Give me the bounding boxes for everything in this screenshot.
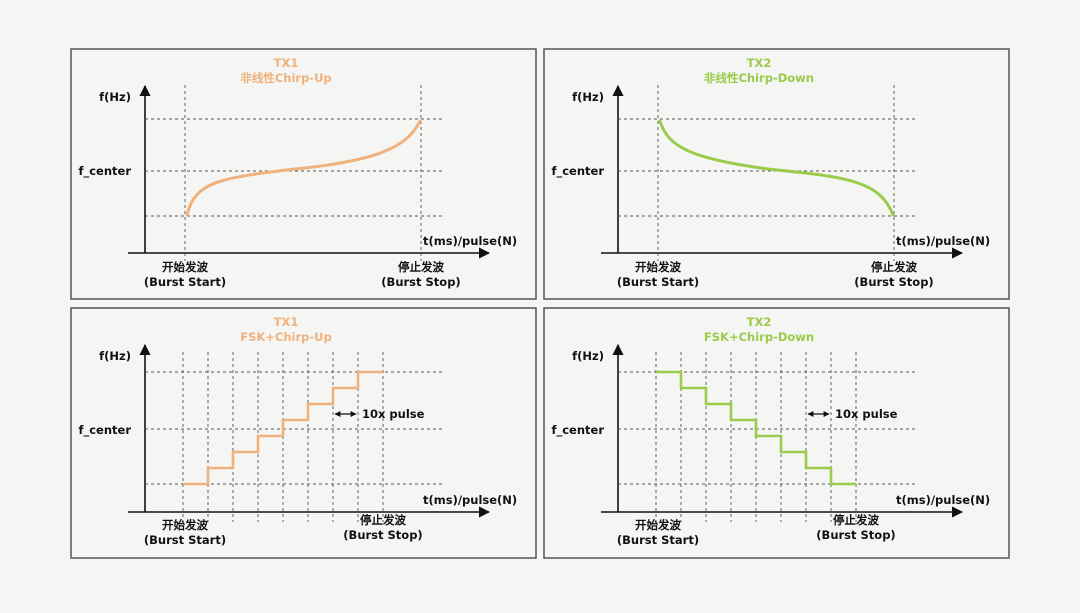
stop-sublabel: (Burst Stop) bbox=[381, 275, 460, 289]
start-sublabel: (Burst Start) bbox=[144, 533, 226, 547]
x-axis-label: t(ms)/pulse(N) bbox=[896, 493, 990, 507]
y-axis-label: f(Hz) bbox=[99, 349, 131, 363]
stop-sublabel: (Burst Stop) bbox=[816, 528, 895, 542]
start-sublabel: (Burst Start) bbox=[617, 533, 699, 547]
frequency-curve bbox=[185, 119, 422, 217]
center-label: f_center bbox=[78, 423, 131, 438]
panel-subtitle: 非线性Chirp-Up bbox=[240, 71, 331, 85]
y-axis-label: f(Hz) bbox=[572, 90, 604, 104]
panel-frame bbox=[70, 48, 537, 300]
pulse-label: 10x pulse bbox=[362, 407, 425, 421]
start-sublabel: (Burst Start) bbox=[144, 275, 226, 289]
stop-label: 停止发波 bbox=[398, 260, 444, 274]
panel-frame bbox=[543, 48, 1010, 300]
panel-title: TX2 bbox=[747, 315, 772, 329]
panel-subtitle: FSK+Chirp-Up bbox=[240, 330, 332, 344]
start-label: 开始发波 bbox=[162, 260, 208, 274]
panel-title: TX2 bbox=[747, 56, 772, 70]
y-axis-label: f(Hz) bbox=[572, 349, 604, 363]
fsk-steps bbox=[183, 370, 383, 486]
start-label: 开始发波 bbox=[635, 260, 681, 274]
stop-sublabel: (Burst Stop) bbox=[343, 528, 422, 542]
pulse-label: 10x pulse bbox=[835, 407, 898, 421]
panel-title: TX1 bbox=[274, 56, 299, 70]
x-axis-label: t(ms)/pulse(N) bbox=[423, 493, 517, 507]
stop-sublabel: (Burst Stop) bbox=[854, 275, 933, 289]
panel-frame bbox=[543, 307, 1010, 559]
panel-title: TX1 bbox=[274, 315, 299, 329]
center-label: f_center bbox=[551, 164, 604, 179]
start-label: 开始发波 bbox=[635, 518, 681, 532]
panel-subtitle: 非线性Chirp-Down bbox=[704, 71, 814, 85]
center-label: f_center bbox=[78, 164, 131, 179]
start-sublabel: (Burst Start) bbox=[617, 275, 699, 289]
y-axis-label: f(Hz) bbox=[99, 90, 131, 104]
stop-label: 停止发波 bbox=[833, 513, 879, 527]
fsk-steps bbox=[656, 370, 856, 486]
panel-frame bbox=[70, 307, 537, 559]
frequency-curve bbox=[658, 119, 895, 217]
stop-label: 停止发波 bbox=[360, 513, 406, 527]
panel-subtitle: FSK+Chirp-Down bbox=[704, 330, 814, 344]
center-label: f_center bbox=[551, 423, 604, 438]
x-axis-label: t(ms)/pulse(N) bbox=[896, 234, 990, 248]
stop-label: 停止发波 bbox=[871, 260, 917, 274]
start-label: 开始发波 bbox=[162, 518, 208, 532]
x-axis-label: t(ms)/pulse(N) bbox=[423, 234, 517, 248]
